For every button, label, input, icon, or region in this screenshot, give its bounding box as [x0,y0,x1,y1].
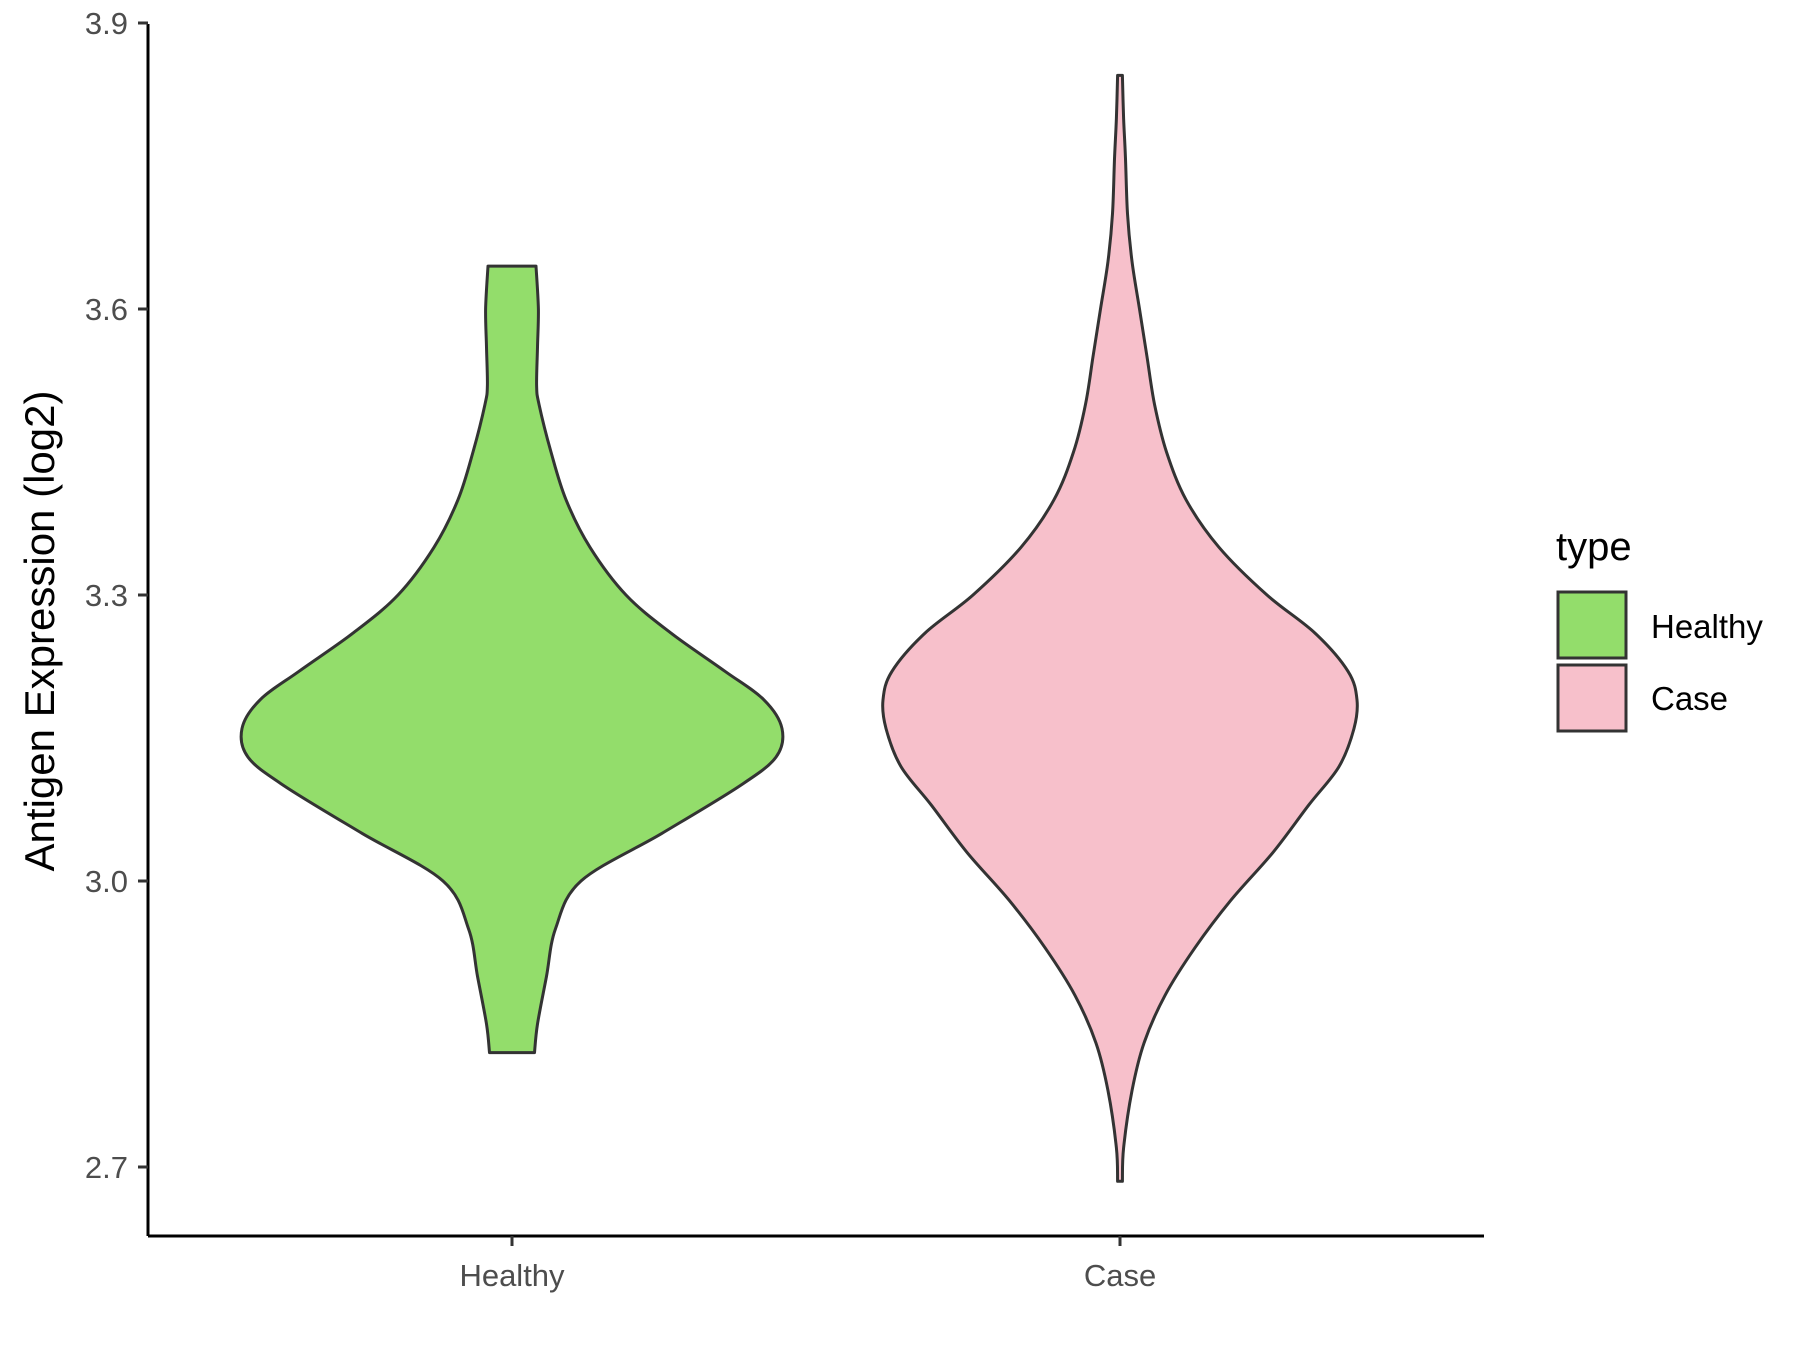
y-tick-label: 3.0 [85,864,128,899]
y-tick-label: 3.6 [85,292,128,327]
y-tick-label: 2.7 [85,1150,128,1185]
legend: type Healthy Case [1556,525,1763,733]
legend-label-case: Case [1651,680,1728,717]
y-axis-title: Antigen Expression (log2) [16,391,63,872]
legend-key-healthy [1556,590,1628,660]
x-axis-ticks: Healthy Case [459,1236,1156,1293]
y-tick-label: 3.9 [85,6,128,41]
violin-case [881,73,1359,1183]
legend-label-healthy: Healthy [1651,608,1763,645]
x-tick-label-case: Case [1084,1258,1156,1293]
plot-area [239,73,1359,1183]
legend-title: type [1556,525,1632,569]
y-tick-label: 3.3 [85,578,128,613]
x-tick-label-healthy: Healthy [459,1258,565,1293]
legend-key-case [1556,663,1628,733]
violin-healthy [239,264,785,1055]
y-axis-ticks: 2.7 3.0 3.3 3.6 3.9 [85,6,148,1185]
